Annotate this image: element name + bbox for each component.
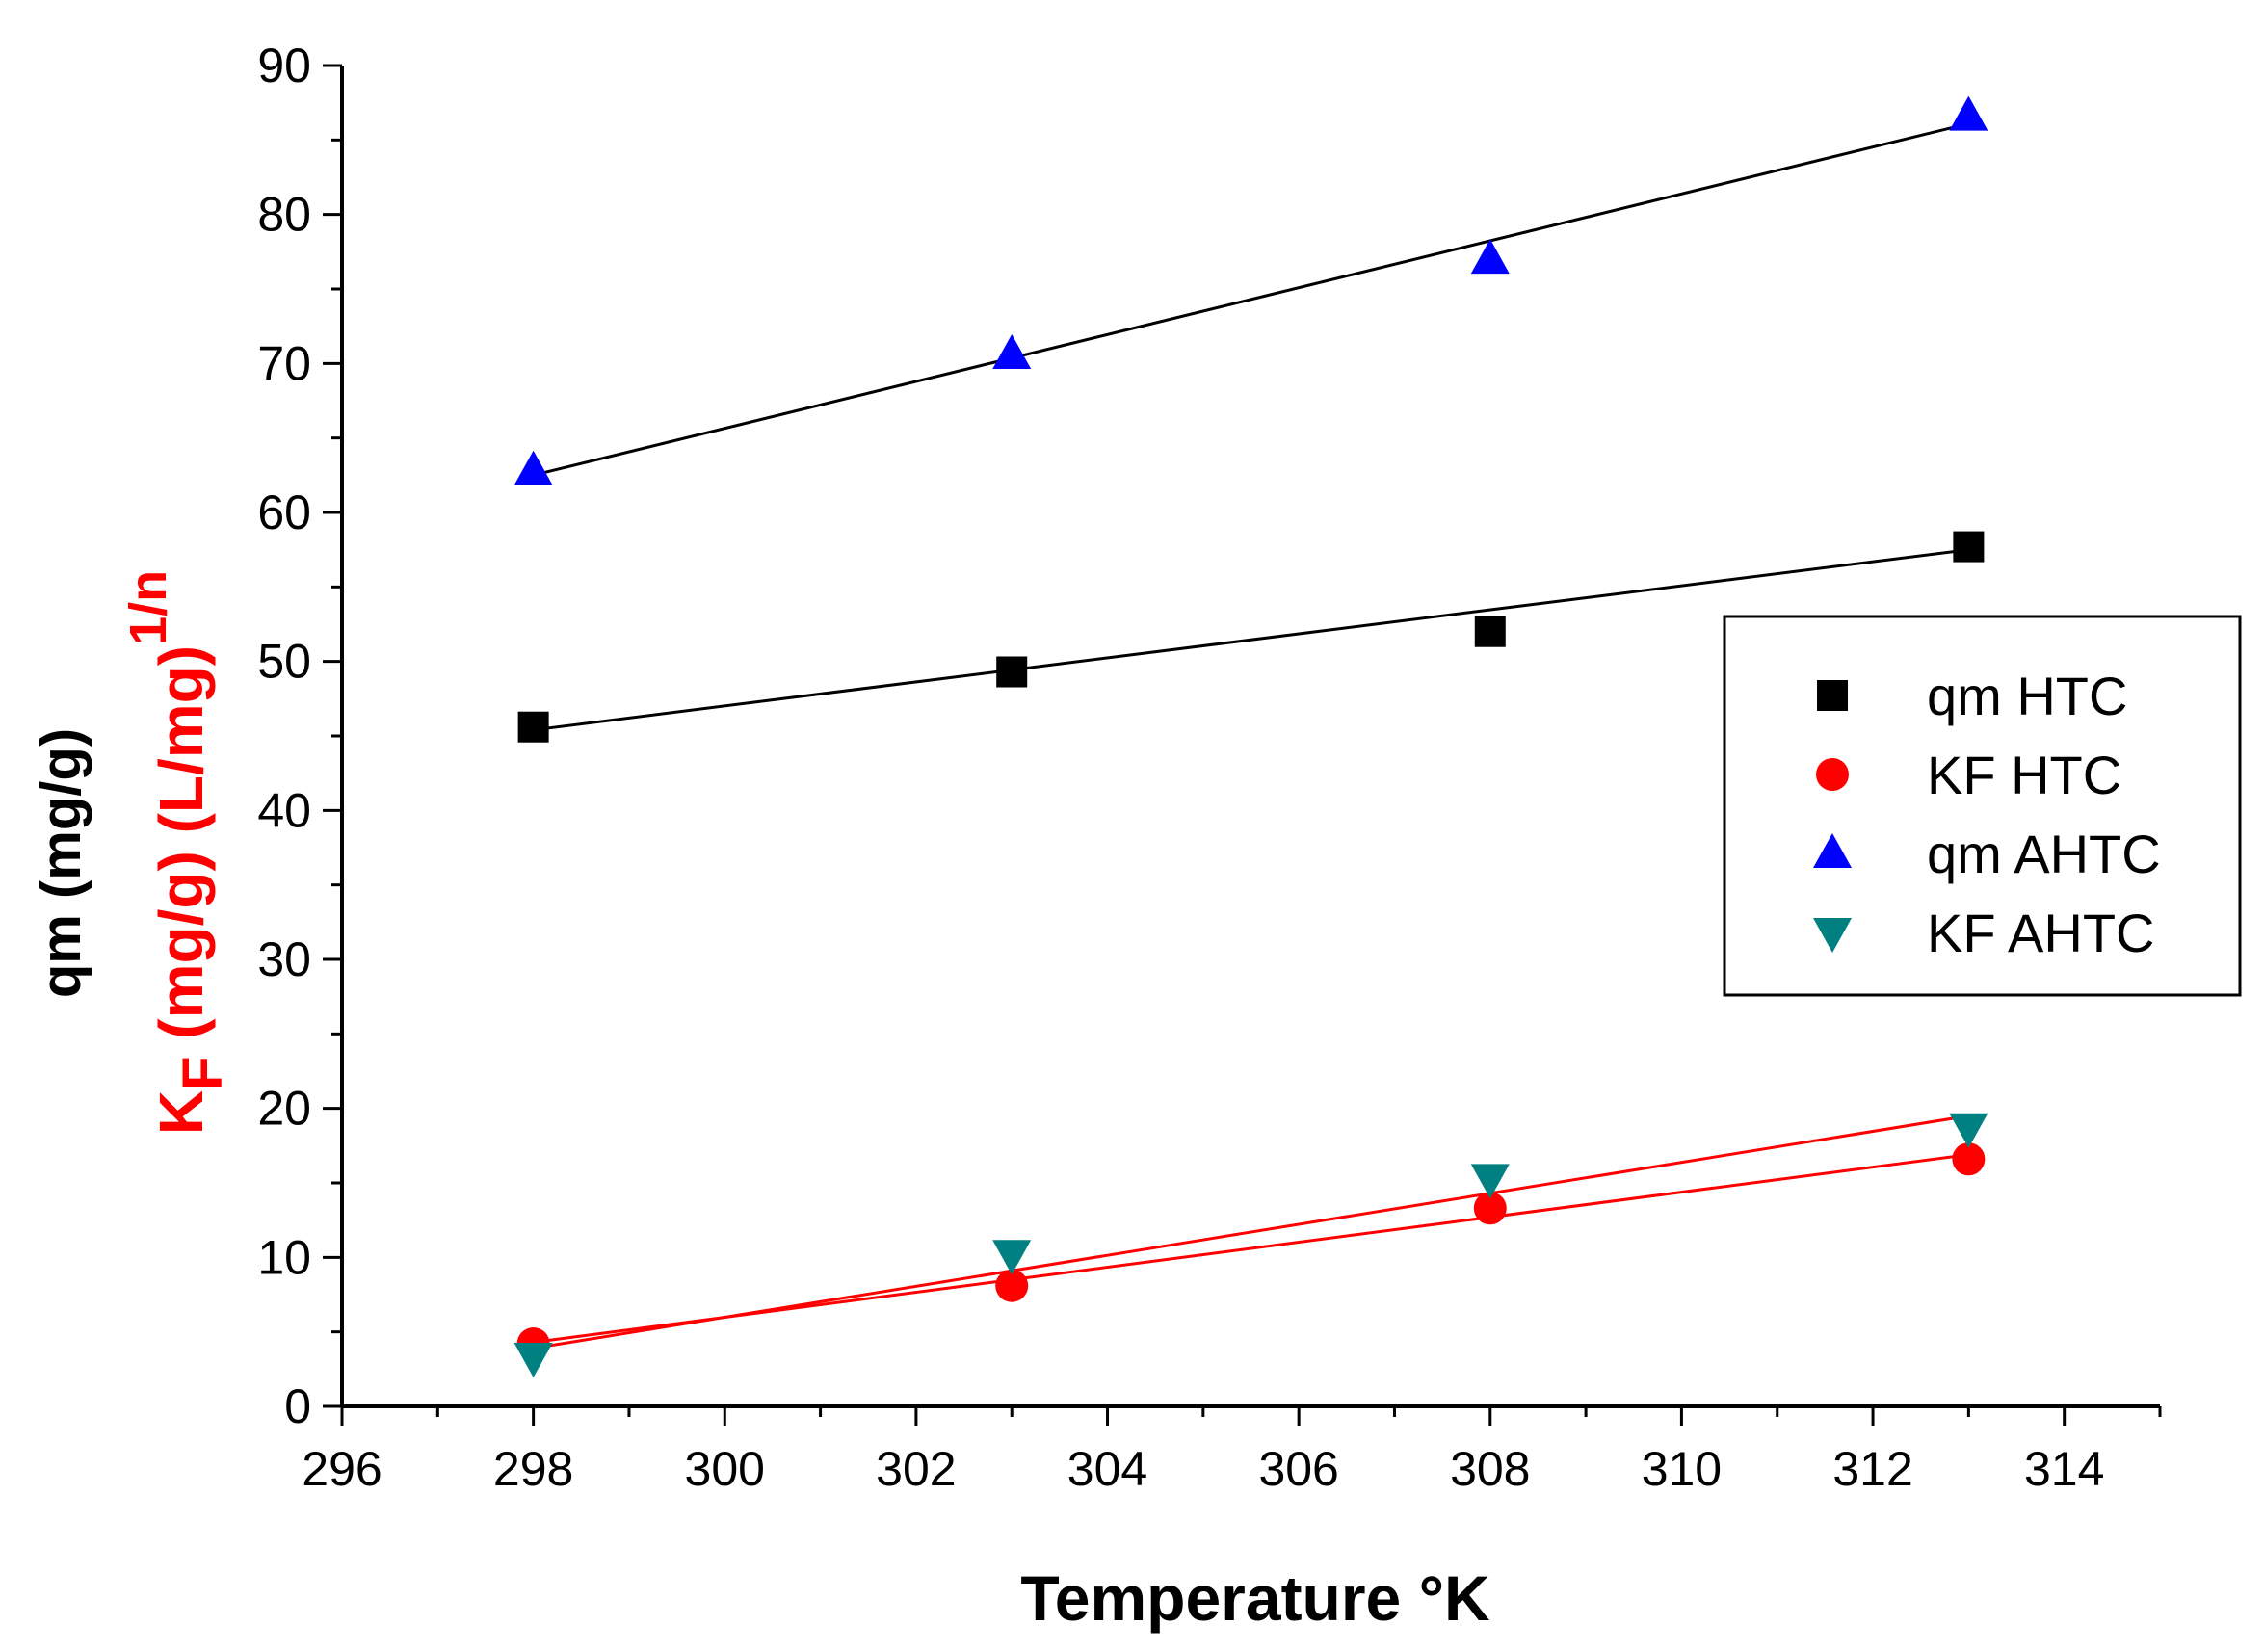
x-tick-label: 312 [1832,1442,1912,1496]
y-axis-title-red: KF (mg/g) (L/mg)1/n [119,570,234,1135]
legend-marker-qm-ahtc [1813,833,1852,868]
point-qm-htc [1953,531,1985,563]
point-qm-ahtc [1470,239,1510,275]
x-tick-label: 296 [302,1442,382,1496]
y-tick-label: 20 [257,1082,311,1136]
point-kf-ahtc [1949,1113,1988,1148]
ylabel-red-sub: F [171,1056,234,1089]
legend-label-qm-htc: qm HTC [1927,666,2127,726]
point-kf-htc [1952,1142,1986,1176]
ylabel-red-rest: (mg/g) (L/mg) [146,645,216,1057]
y-tick-label: 70 [257,336,311,390]
point-kf-ahtc [1470,1164,1510,1199]
x-tick-label: 314 [2024,1442,2104,1496]
y-tick-label: 60 [257,485,311,539]
point-kf-htc [1473,1192,1507,1225]
legend-label-kf-ahtc: KF AHTC [1927,903,2154,963]
x-tick-label: 300 [685,1442,765,1496]
y-tick-label: 50 [257,635,311,689]
point-kf-ahtc [513,1342,553,1377]
point-kf-htc [995,1269,1029,1302]
point-qm-ahtc [992,334,1032,370]
fit-lines [533,121,1969,1350]
ylabel-red-sup: 1/n [119,570,177,645]
legend-marker-kf-ahtc [1813,918,1852,953]
x-tick-label: 310 [1642,1442,1722,1496]
x-tick-label: 298 [493,1442,573,1496]
legend-box [1723,615,2242,997]
point-qm-ahtc [513,450,553,485]
data-points [513,95,1988,1377]
y-tick-label: 80 [257,188,311,242]
fit-line-qm-htc [533,548,1969,732]
legend-label-qm-ahtc: qm AHTC [1927,824,2161,884]
ylabel-red-main: K [146,1090,216,1135]
axes: 296 298 300 302 304 306 308 310 312 314 0 10 20 30 40 5… [257,39,2162,1496]
legend-label-kf-htc: KF HTC [1927,745,2121,805]
fit-line-kf-ahtc [533,1114,1969,1350]
point-kf-ahtc [992,1240,1032,1275]
x-tick-label: 306 [1258,1442,1338,1496]
y-tick-label: 40 [257,783,311,837]
y-tick-label: 10 [257,1230,311,1284]
legend: qm HTC KF HTC qm AHTC KF AHTC [1723,615,2242,997]
x-tick-label: 302 [876,1442,956,1496]
point-qm-htc [1474,616,1506,647]
y-tick-label: 0 [284,1379,311,1433]
legend-marker-qm-htc [1817,680,1848,711]
fit-line-qm-ahtc [533,121,1969,477]
point-qm-htc [996,656,1028,688]
point-qm-ahtc [1949,95,1988,131]
y-tick-label: 30 [257,932,311,986]
x-axis-title: Temperature °K [1020,1562,1490,1634]
y-axis-title-black: qm (mg/g) [30,728,92,998]
legend-marker-kf-htc [1816,758,1849,791]
x-tick-label: 304 [1067,1442,1147,1496]
point-qm-htc [517,711,549,743]
fit-line-kf-htc [533,1153,1969,1344]
x-tick-label: 308 [1450,1442,1530,1496]
y-tick-label: 90 [257,39,311,92]
